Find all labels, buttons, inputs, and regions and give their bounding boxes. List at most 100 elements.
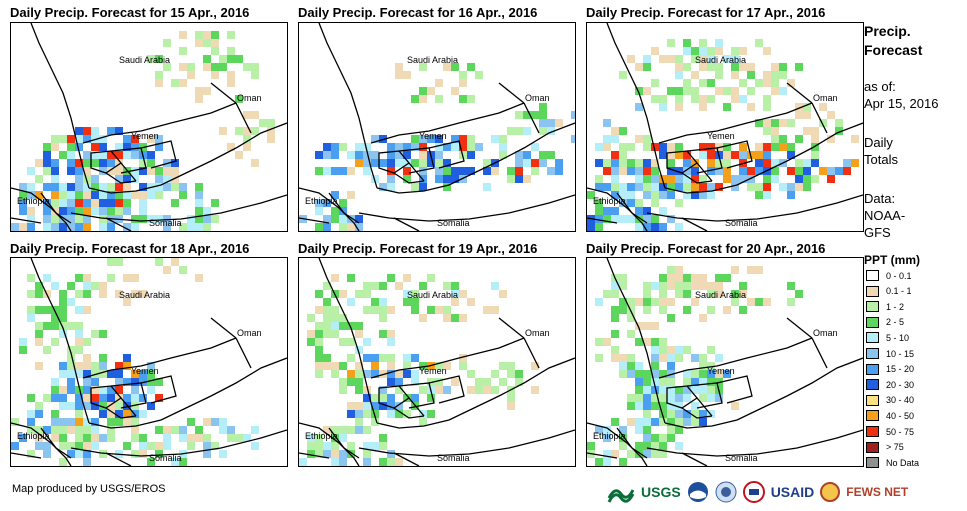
- precip-cell: [339, 314, 347, 322]
- precip-cell: [91, 207, 99, 215]
- precip-cell: [339, 426, 347, 434]
- precip-cell: [691, 55, 699, 63]
- precip-cell: [483, 378, 491, 386]
- precip-cell: [619, 426, 627, 434]
- precip-cell: [811, 175, 819, 183]
- precip-cell: [675, 402, 683, 410]
- precip-cell: [699, 370, 707, 378]
- precip-cell: [459, 354, 467, 362]
- precip-cell: [635, 207, 643, 215]
- precip-cells: [11, 258, 259, 466]
- precip-cell: [675, 71, 683, 79]
- precip-cell: [603, 215, 611, 223]
- precip-cell: [107, 370, 115, 378]
- precip-cell: [211, 418, 219, 426]
- precip-cell: [675, 87, 683, 95]
- precip-cell: [379, 282, 387, 290]
- boundary-line: [110, 147, 147, 174]
- precip-cell: [299, 458, 307, 466]
- precip-cell: [363, 386, 371, 394]
- precip-cell: [707, 151, 715, 159]
- precip-cell: [83, 167, 91, 175]
- boundary-line: [646, 194, 863, 222]
- precip-cell: [35, 290, 43, 298]
- precip-cell: [75, 346, 83, 354]
- map-label-saudi: Saudi Arabia: [695, 55, 746, 65]
- precip-cell: [467, 370, 475, 378]
- precip-cell: [419, 135, 427, 143]
- precip-cell: [779, 63, 787, 71]
- precip-cell: [403, 175, 411, 183]
- precip-cell: [715, 274, 723, 282]
- legend-swatch: [866, 270, 879, 281]
- precip-cell: [171, 199, 179, 207]
- precip-cell: [99, 402, 107, 410]
- as-of-date: Apr 15, 2016: [864, 96, 939, 111]
- precip-cell: [507, 167, 515, 175]
- precip-cell: [475, 71, 483, 79]
- precip-cell: [51, 143, 59, 151]
- precip-cell: [427, 274, 435, 282]
- precip-cell: [659, 274, 667, 282]
- precip-cell: [683, 159, 691, 167]
- precip-cell: [683, 370, 691, 378]
- precip-cell: [675, 386, 683, 394]
- precip-cell: [155, 55, 163, 63]
- precip-cell: [667, 394, 675, 402]
- legend-swatch: [866, 301, 879, 313]
- precip-cell: [715, 282, 723, 290]
- precip-cell: [123, 135, 131, 143]
- precip-cell: [339, 450, 347, 458]
- precip-cell: [387, 151, 395, 159]
- precip-cell: [371, 298, 379, 306]
- precip-cell: [379, 458, 387, 466]
- precip-cell: [459, 362, 467, 370]
- precip-cell: [59, 151, 67, 159]
- precip-cell: [363, 370, 371, 378]
- map-label-oman: Oman: [237, 328, 262, 338]
- map-label-saudi: Saudi Arabia: [695, 290, 746, 300]
- precip-cell: [667, 159, 675, 167]
- precip-cell: [651, 386, 659, 394]
- precip-cell: [179, 426, 187, 434]
- precip-cell: [315, 338, 323, 346]
- precip-cell: [539, 159, 547, 167]
- precip-cell: [35, 175, 43, 183]
- precip-cell: [91, 386, 99, 394]
- precip-cell: [651, 143, 659, 151]
- map-label-oman: Oman: [525, 93, 550, 103]
- precip-cell: [635, 223, 643, 231]
- precip-cell: [379, 402, 387, 410]
- precip-cell: [387, 183, 395, 191]
- precip-cell: [715, 370, 723, 378]
- precip-cell: [731, 95, 739, 103]
- precip-cell: [395, 458, 403, 466]
- precip-cell: [787, 119, 795, 127]
- precip-cell: [323, 215, 331, 223]
- precip-cell: [139, 394, 147, 402]
- precip-cell: [595, 338, 603, 346]
- precip-cell: [371, 151, 379, 159]
- precip-cell: [651, 159, 659, 167]
- precip-cell: [251, 71, 259, 79]
- precip-cell: [691, 71, 699, 79]
- precip-cell: [59, 306, 67, 314]
- map-label-yemen: Yemen: [419, 131, 447, 141]
- map-canvas: Saudi Arabia Oman Yemen Ethiopia Somalia: [11, 23, 287, 231]
- precip-cell: [43, 215, 51, 223]
- precip-cell: [595, 354, 603, 362]
- precip-cell: [387, 450, 395, 458]
- boundary-line: [110, 382, 147, 409]
- precip-cell: [547, 151, 555, 159]
- precip-cell: [75, 362, 83, 370]
- panel-title-1: Daily Precip. Forecast for 15 Apr., 2016: [10, 5, 250, 20]
- precip-cell: [43, 346, 51, 354]
- precip-cell: [131, 215, 139, 223]
- precip-cell: [475, 386, 483, 394]
- precip-cell: [107, 191, 115, 199]
- precip-cell: [67, 354, 75, 362]
- precip-cell: [443, 159, 451, 167]
- precip-cell: [667, 314, 675, 322]
- precip-cell: [483, 167, 491, 175]
- precip-cell: [107, 426, 115, 434]
